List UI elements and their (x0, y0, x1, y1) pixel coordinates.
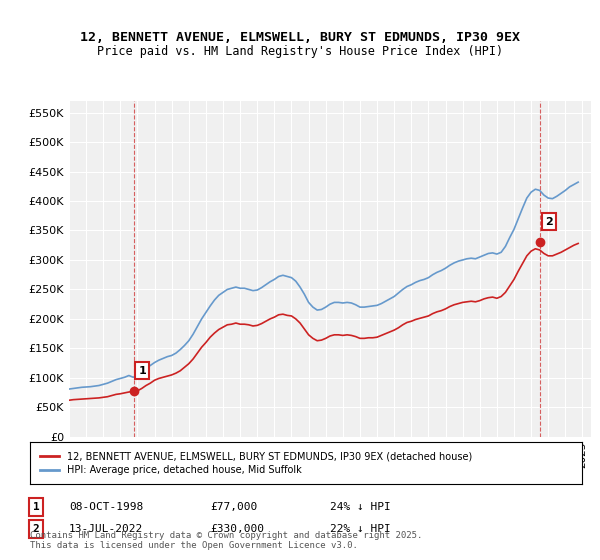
Legend: 12, BENNETT AVENUE, ELMSWELL, BURY ST EDMUNDS, IP30 9EX (detached house), HPI: A: 12, BENNETT AVENUE, ELMSWELL, BURY ST ED… (35, 446, 477, 480)
Text: 2: 2 (545, 217, 553, 227)
Text: 22% ↓ HPI: 22% ↓ HPI (330, 524, 391, 534)
Text: Price paid vs. HM Land Registry's House Price Index (HPI): Price paid vs. HM Land Registry's House … (97, 45, 503, 58)
Text: £77,000: £77,000 (210, 502, 257, 512)
Text: Contains HM Land Registry data © Crown copyright and database right 2025.
This d: Contains HM Land Registry data © Crown c… (30, 530, 422, 550)
Text: 24% ↓ HPI: 24% ↓ HPI (330, 502, 391, 512)
Text: 12, BENNETT AVENUE, ELMSWELL, BURY ST EDMUNDS, IP30 9EX: 12, BENNETT AVENUE, ELMSWELL, BURY ST ED… (80, 31, 520, 44)
Text: 08-OCT-1998: 08-OCT-1998 (69, 502, 143, 512)
Text: 13-JUL-2022: 13-JUL-2022 (69, 524, 143, 534)
Text: 2: 2 (32, 524, 40, 534)
Text: 1: 1 (32, 502, 40, 512)
Text: 1: 1 (138, 366, 146, 376)
Text: £330,000: £330,000 (210, 524, 264, 534)
